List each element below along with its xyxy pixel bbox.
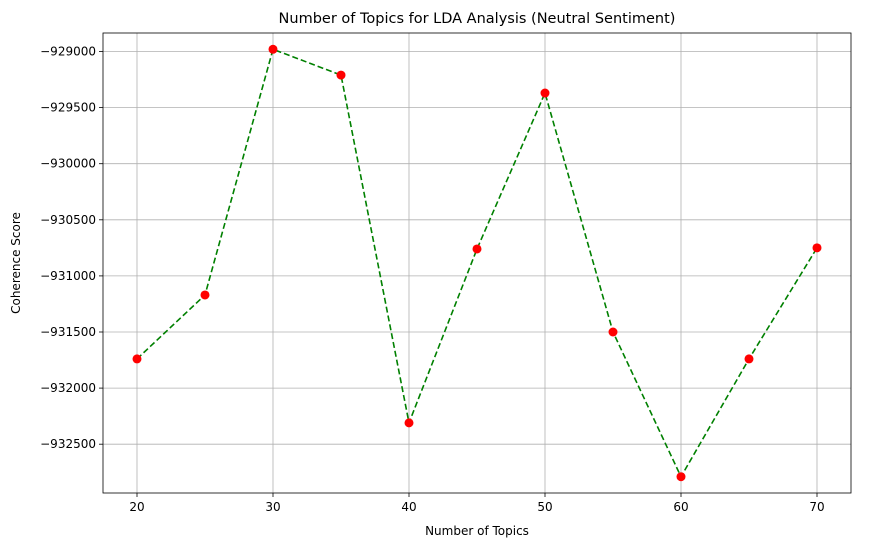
data-point-marker <box>744 354 754 364</box>
data-point-marker <box>540 88 550 98</box>
y-tick-label: −932000 <box>40 381 96 395</box>
x-tick-label: 30 <box>265 500 280 514</box>
chart-title: Number of Topics for LDA Analysis (Neutr… <box>279 11 676 27</box>
x-tick-label: 60 <box>673 500 688 514</box>
y-tick-label: −931500 <box>40 325 96 339</box>
y-tick-label: −929000 <box>40 45 96 59</box>
x-tick-label: 40 <box>401 500 416 514</box>
x-tick-label: 50 <box>537 500 552 514</box>
data-point-marker <box>268 44 278 54</box>
y-tick-label: −929500 <box>40 101 96 115</box>
y-tick-label: −932500 <box>40 437 96 451</box>
x-tick-label: 20 <box>129 500 144 514</box>
y-axis-label: Coherence Score <box>9 212 23 314</box>
data-point-marker <box>676 472 686 482</box>
data-point-marker <box>200 290 210 300</box>
y-tick-label: −931000 <box>40 269 96 283</box>
y-tick-label: −930500 <box>40 213 96 227</box>
y-tick-label: −930000 <box>40 157 96 171</box>
data-point-marker <box>336 70 346 80</box>
series-layer <box>132 44 822 482</box>
series-line <box>136 48 818 479</box>
data-point-marker <box>608 327 618 337</box>
x-axis-label: Number of Topics <box>425 524 529 538</box>
data-point-marker <box>132 354 142 364</box>
x-axis-ticks: 20 30 40 50 60 70 <box>129 493 825 514</box>
plot-frame <box>102 32 852 494</box>
grid <box>103 33 851 493</box>
data-point-marker <box>472 244 482 254</box>
data-point-marker <box>404 418 414 428</box>
data-point-marker <box>812 243 822 253</box>
x-tick-label: 70 <box>809 500 824 514</box>
y-axis-ticks: −932500 −932000 −931500 −931000 −930500 −9300… <box>40 45 103 451</box>
